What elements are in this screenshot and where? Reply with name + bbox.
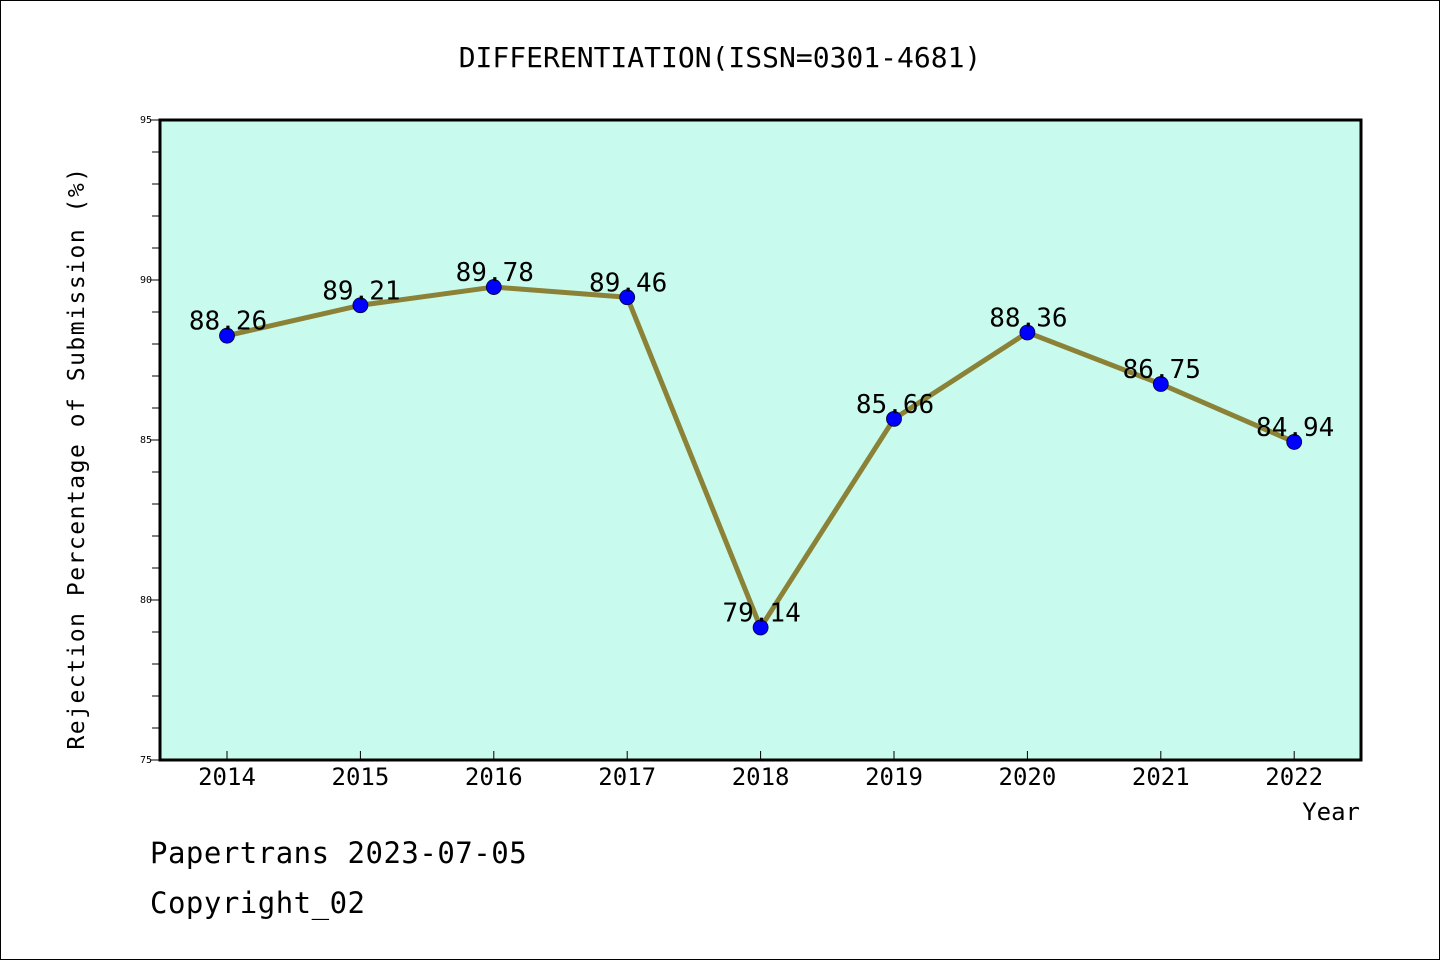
x-tick-label: 2014 bbox=[198, 763, 256, 791]
x-tick-label: 2022 bbox=[1265, 763, 1323, 791]
plot-area bbox=[158, 118, 1363, 762]
footer-date-credit: Papertrans 2023-07-05 bbox=[150, 836, 528, 870]
footer-copyright: Copyright_02 bbox=[150, 886, 366, 920]
y-tick-label: 90 bbox=[140, 275, 152, 286]
x-tick-label: 2019 bbox=[865, 763, 923, 791]
data-label: 79.14 bbox=[722, 599, 800, 629]
data-labels: 88.26 89.21 89.78 89.46 79.14 85.66 88.36 86.75… bbox=[189, 258, 1334, 628]
chart-title: DIFFERENTIATION(ISSN=0301-4681) bbox=[459, 41, 982, 74]
data-point bbox=[1152, 376, 1169, 392]
y-tick-label: 85 bbox=[140, 435, 152, 446]
data-label: 89.46 bbox=[589, 268, 667, 298]
x-tick-label: 2021 bbox=[1132, 763, 1190, 791]
y-tick-label: 75 bbox=[140, 755, 152, 766]
data-point bbox=[219, 327, 235, 344]
data-label: 86.75 bbox=[1123, 355, 1201, 385]
x-tick-label: 2017 bbox=[598, 763, 656, 791]
data-label: 89.21 bbox=[322, 276, 400, 306]
data-point bbox=[619, 289, 636, 306]
x-tick-label: 2015 bbox=[332, 763, 390, 791]
y-tick-label: 80 bbox=[140, 595, 152, 606]
y-axis: 75 80 85 90 95 bbox=[140, 115, 160, 766]
x-axis: 2014 2015 2016 2017 2018 2019 2020 2021 2022 bbox=[198, 751, 1323, 791]
data-label: 89.78 bbox=[456, 258, 534, 288]
data-label: 85.66 bbox=[856, 390, 934, 420]
data-label: 84.94 bbox=[1256, 413, 1334, 443]
data-point bbox=[752, 619, 769, 636]
data-label: 88.26 bbox=[189, 307, 267, 337]
y-tick-label: 95 bbox=[140, 115, 152, 126]
x-axis-label: Year bbox=[1302, 798, 1360, 826]
y-axis-label: Rejection Percentage of Submission (%) bbox=[64, 166, 90, 749]
data-point bbox=[1286, 434, 1303, 450]
data-point bbox=[1019, 324, 1036, 341]
data-point bbox=[352, 297, 369, 314]
x-tick-label: 2016 bbox=[465, 763, 523, 791]
series-markers bbox=[219, 279, 1303, 636]
data-point bbox=[485, 279, 502, 295]
data-point bbox=[886, 410, 902, 427]
x-tick-label: 2018 bbox=[732, 763, 790, 791]
data-label: 88.36 bbox=[989, 303, 1067, 333]
x-tick-label: 2020 bbox=[999, 763, 1057, 791]
